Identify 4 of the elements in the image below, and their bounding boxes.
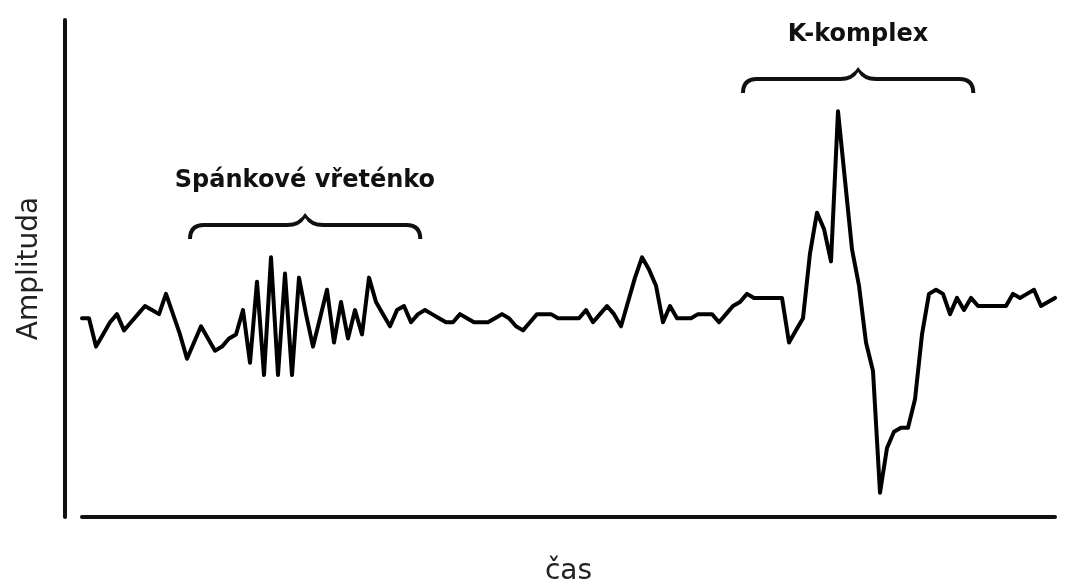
x-axis-title: čas — [544, 552, 593, 586]
annotation: Spánkové vřeténko — [174, 164, 436, 193]
y-axis-title: Amplituda — [10, 196, 44, 341]
text: K-komplex — [787, 18, 929, 47]
